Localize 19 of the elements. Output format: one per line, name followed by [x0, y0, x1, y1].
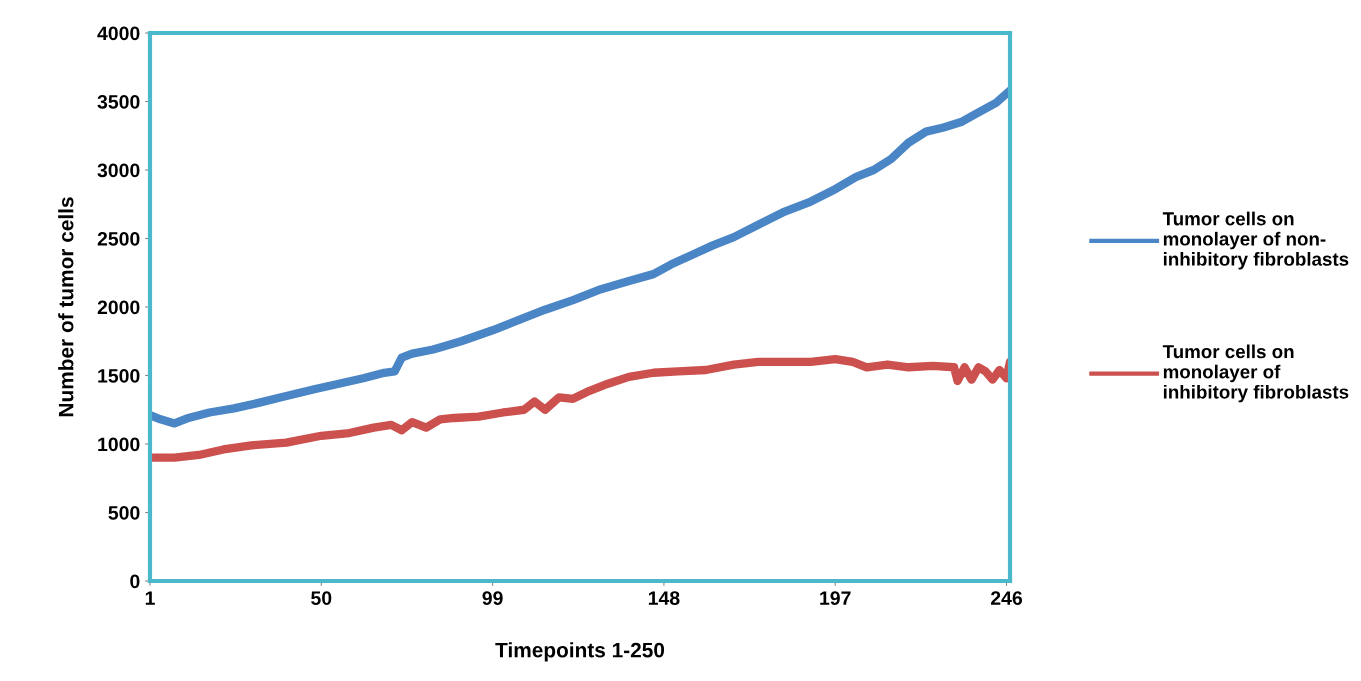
- y-tick-label: 1000: [98, 437, 140, 452]
- y-tick-label: 4000: [97, 26, 140, 41]
- y-tick-label: 500: [108, 505, 140, 520]
- x-axis-title: Timepoints 1-250: [495, 642, 665, 662]
- x-tick-label: 148: [648, 591, 680, 605]
- x-tick-label: 1: [145, 591, 155, 605]
- y-tick-label: 3500: [97, 94, 140, 109]
- y-tick-label: 0: [130, 574, 140, 589]
- y-tick-label: 3000: [97, 163, 140, 178]
- x-tick-label: 197: [820, 591, 851, 605]
- x-tick-label: 50: [311, 591, 332, 605]
- x-tick-label: 99: [482, 591, 503, 605]
- legend-label: Tumor cells on monolayer of non-inhibitory fibroblasts: [1162, 211, 1349, 270]
- x-tick-label: 246: [990, 591, 1023, 605]
- legend-label: Tumor cells on monolayer of inhibitory fibroblasts: [1162, 344, 1349, 403]
- y-tick-label: 2000: [97, 300, 140, 315]
- y-tick-label: 1500: [98, 368, 140, 383]
- y-axis-title: Number of tumor cells: [58, 197, 74, 417]
- y-tick-label: 2500: [97, 231, 140, 246]
